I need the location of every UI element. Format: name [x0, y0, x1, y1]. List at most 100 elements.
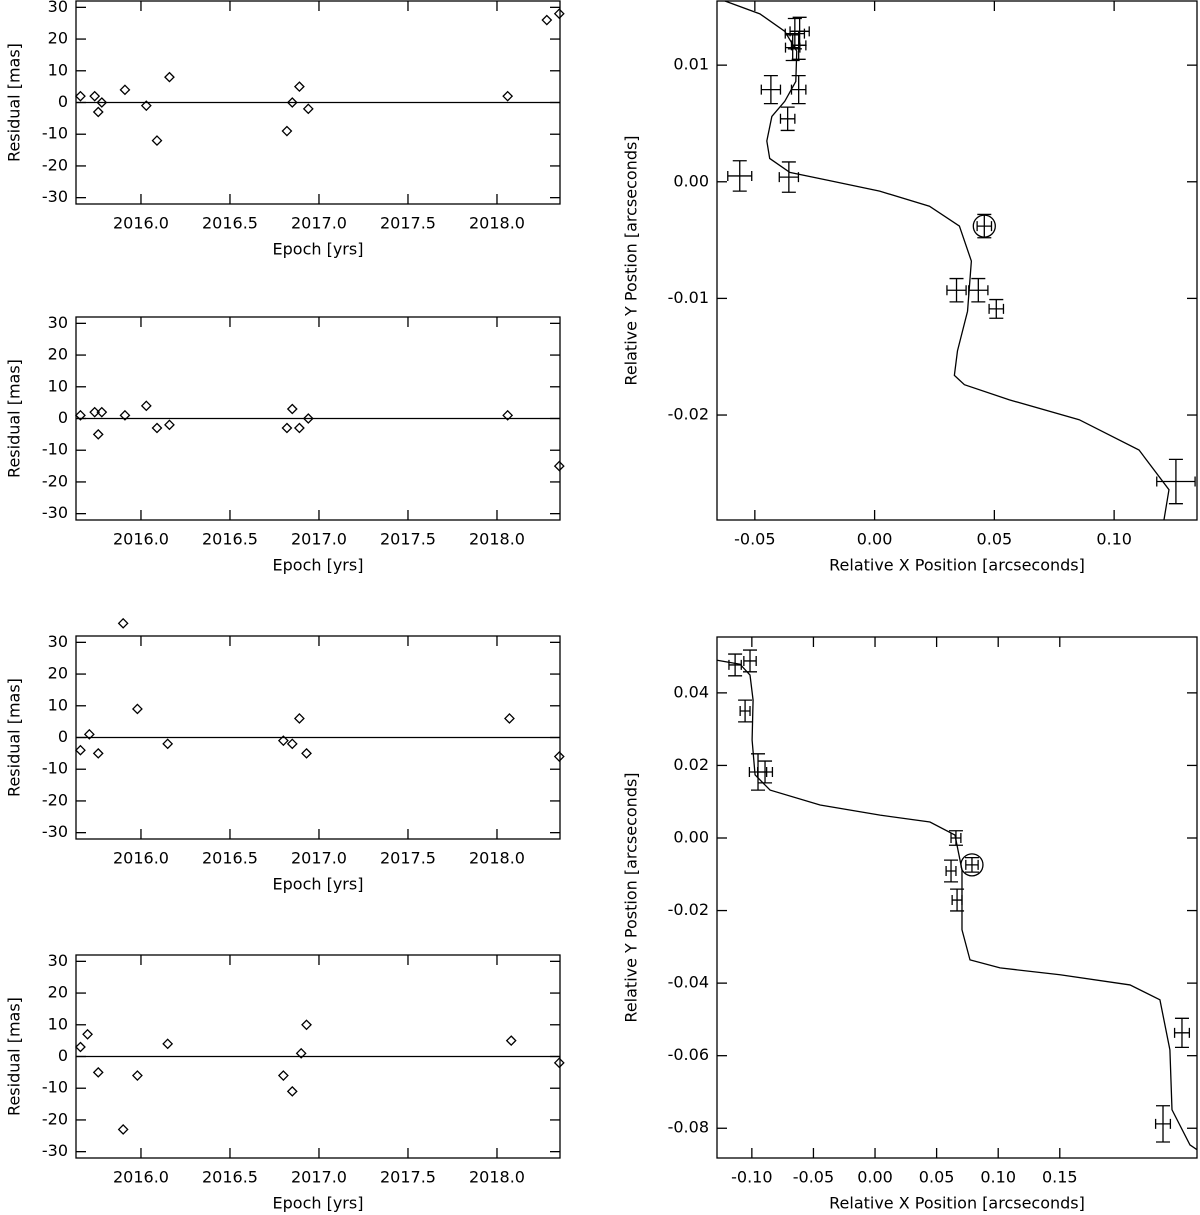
y-error-bar [785, 34, 800, 62]
diamond-marker [553, 460, 565, 472]
y-tick-label: -20 [42, 1109, 68, 1128]
highlight-circle [972, 214, 996, 238]
y-axis-title: Residual [mas] [5, 678, 24, 797]
y-tick-label: -10 [42, 440, 68, 459]
diamond-marker [92, 747, 104, 759]
diamond-marker [286, 97, 298, 108]
diamond-marker [293, 422, 305, 434]
y-tick-label: -0.08 [668, 1118, 709, 1137]
diamond-marker [119, 84, 131, 96]
y-axis-title: Relative Y Postion [arcseconds] [622, 135, 641, 385]
x-tick-label: 0.10 [1096, 530, 1132, 549]
plot-frame [716, 0, 1198, 521]
y-tick-label: 20 [48, 983, 68, 1002]
y-tick-label: 20 [48, 29, 68, 48]
x-tick-label: 2018.0 [469, 1168, 525, 1187]
y-tick-label: 10 [48, 1014, 68, 1033]
highlight-circle [960, 853, 984, 877]
y-tick-label: -20 [42, 790, 68, 809]
diamond-marker [301, 747, 312, 759]
x-tick-label: 0.05 [919, 1168, 955, 1187]
y-error-bar [950, 888, 965, 912]
diamond-marker [504, 713, 515, 724]
diamond-marker [502, 409, 514, 421]
y-tick-label: 20 [48, 664, 68, 683]
diamond-marker [293, 713, 305, 724]
y-error-bar [728, 653, 743, 677]
diamond-marker [140, 100, 152, 112]
x-tick-label: 2016.5 [202, 849, 258, 868]
x-tick-label: 2017.0 [291, 530, 347, 549]
x-axis-title: Epoch [yrs] [273, 240, 364, 259]
diamond-marker [75, 744, 86, 756]
diamond-marker [119, 409, 131, 421]
y-tick-label: -0.02 [668, 900, 709, 919]
diamond-marker [82, 1028, 93, 1040]
x-tick-label: 2016.0 [113, 849, 169, 868]
x-tick-label: 0.05 [977, 530, 1013, 549]
diamond-marker [83, 728, 95, 740]
x-axis-title: Relative X Position [arcseconds] [829, 1194, 1085, 1213]
diamond-marker [553, 751, 565, 762]
y-tick-label: 0 [58, 92, 68, 111]
diamond-marker [131, 703, 143, 715]
diamond-marker [286, 738, 298, 750]
y-tick-label: 0 [58, 1046, 68, 1065]
diamond-marker [92, 106, 104, 118]
diamond-marker [541, 14, 553, 26]
diamond-marker [502, 90, 514, 102]
x-axis-title: Epoch [yrs] [273, 556, 364, 575]
y-error-bar [948, 830, 963, 846]
x-tick-label: 2017.5 [380, 214, 436, 233]
y-error-bar [989, 298, 1004, 319]
y-error-bar [964, 856, 979, 873]
y-tick-label: -10 [42, 1078, 68, 1097]
x-tick-label: 2018.0 [469, 849, 525, 868]
y-tick-label: -30 [42, 503, 68, 522]
diamond-marker [96, 406, 108, 418]
y-error-bar [791, 74, 806, 105]
x-tick-label: 2017.0 [291, 849, 347, 868]
diamond-marker [151, 422, 163, 434]
y-tick-label: 0 [58, 727, 68, 746]
diamond-marker [277, 1070, 289, 1081]
y-tick-label: 20 [48, 345, 68, 364]
x-tick-label: 2017.0 [291, 1168, 347, 1187]
diamond-marker [92, 1066, 104, 1078]
y-tick-label: -20 [42, 155, 68, 174]
y-tick-label: -10 [42, 759, 68, 778]
y-tick-label: 10 [48, 376, 68, 395]
x-tick-label: -0.05 [734, 530, 775, 549]
diamond-marker [553, 1057, 565, 1069]
diamond-marker [281, 125, 293, 137]
x-axis-title: Epoch [yrs] [273, 1194, 364, 1213]
diamond-marker [162, 738, 174, 750]
diamond-marker [286, 403, 298, 415]
x-tick-label: 2017.5 [380, 530, 436, 549]
x-tick-label: -0.05 [793, 1168, 834, 1187]
y-tick-label: -0.01 [668, 288, 709, 307]
x-tick-label: 0.00 [857, 530, 893, 549]
y-tick-label: -20 [42, 471, 68, 490]
y-error-bar [1168, 458, 1183, 505]
diamond-marker [295, 1047, 307, 1059]
x-tick-label: 2016.5 [202, 214, 258, 233]
diamond-marker [164, 71, 175, 83]
y-error-bar [977, 213, 992, 239]
y-error-bar [1174, 1017, 1189, 1048]
x-tick-label: 2017.5 [380, 1168, 436, 1187]
y-error-bar [944, 859, 959, 883]
diamond-marker [89, 90, 101, 102]
y-error-bar [738, 699, 753, 723]
diamond-marker [151, 135, 163, 146]
diamond-marker [164, 419, 175, 431]
plot-frame [716, 636, 1198, 1159]
y-axis-title: Residual [mas] [5, 997, 24, 1116]
y-tick-label: 0.00 [673, 171, 709, 190]
diamond-marker [140, 400, 152, 412]
x-tick-label: 2016.0 [113, 214, 169, 233]
x-tick-label: 2016.0 [113, 1168, 169, 1187]
diamond-marker [75, 90, 86, 102]
